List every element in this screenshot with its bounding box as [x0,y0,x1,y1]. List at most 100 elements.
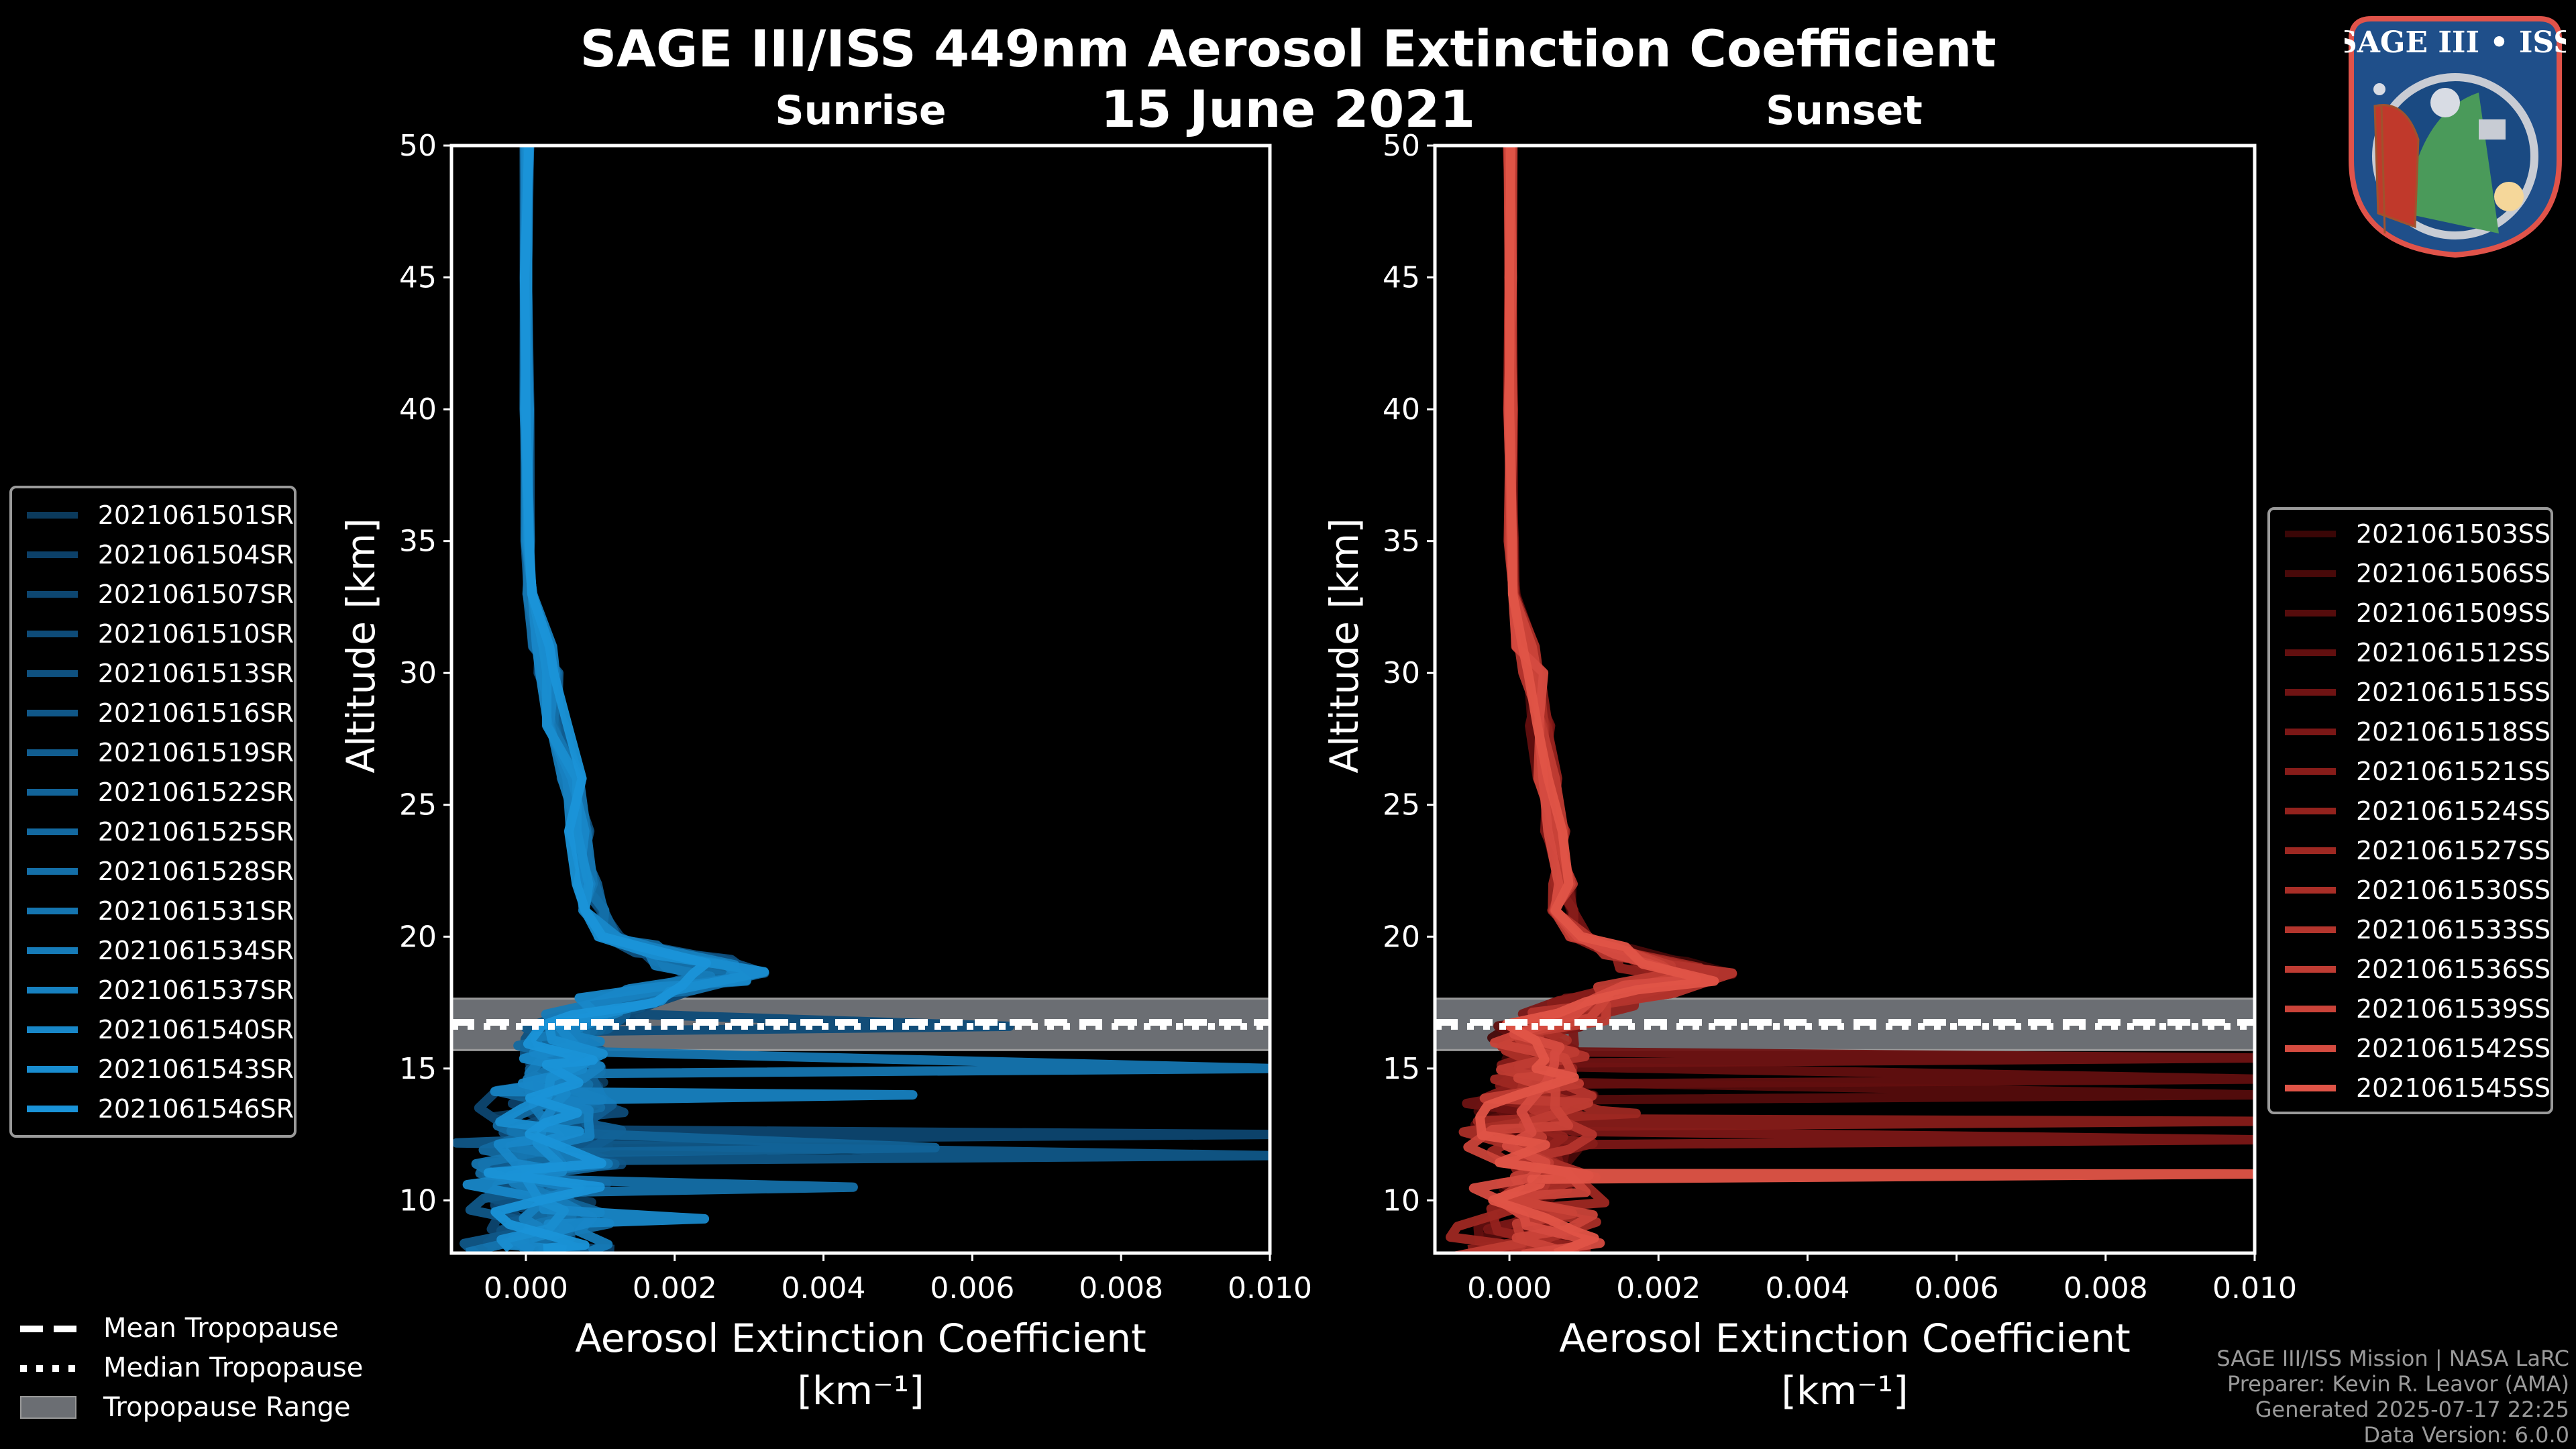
line-swatch-icon [2285,886,2336,894]
legend-item-2021061512SS: 2021061512SS [2270,633,2551,672]
legend-item-2021061519SR: 2021061519SR [12,733,294,772]
legend-label: 2021061528SR [97,856,294,886]
legend-label: 2021061545SS [2355,1073,2551,1103]
sunrise-panel-title: Sunrise [775,87,947,134]
credit-generated: Generated 2025-07-17 22:25 [2255,1397,2569,1422]
y-tick-label: 10 [1383,1183,1420,1218]
line-swatch-icon [27,1105,78,1112]
line-swatch-icon [2285,926,2336,933]
sunrise-legend: 2021061501SR 2021061504SR 2021061507SR 2021… [9,486,297,1138]
line-swatch-icon [2285,807,2336,814]
x-tick-label: 0.008 [1079,1271,1163,1305]
y-tick-label: 30 [1383,656,1420,690]
legend-label: Tropopause Range [103,1391,351,1423]
legend-median-tropopause: Median Tropopause [20,1348,363,1387]
legend-item-2021061525SR: 2021061525SR [12,812,294,851]
line-swatch-icon [2285,649,2336,656]
y-tick-label: 50 [399,129,437,163]
y-tick-label: 25 [1383,788,1420,822]
legend-label: 2021061510SR [97,619,294,649]
dashed-line-icon [20,1319,76,1338]
legend-item-2021061504SR: 2021061504SR [12,535,294,574]
line-swatch-icon [2285,847,2336,854]
y-tick-label: 15 [399,1052,437,1086]
y-axis-label: Altitude [km] [1322,518,1367,773]
legend-label: 2021061506SS [2355,558,2551,588]
x-tick-label: 0.008 [2063,1271,2148,1305]
y-tick-label: 45 [1383,261,1420,295]
legend-label: 2021061516SR [97,698,294,728]
line-swatch-icon [2285,1005,2336,1012]
profile-lines [451,146,1270,1253]
legend-label: 2021061539SS [2355,994,2551,1024]
legend-item-2021061540SR: 2021061540SR [12,1010,294,1049]
line-swatch-icon [2285,609,2336,616]
legend-item-2021061507SR: 2021061507SR [12,574,294,614]
date-subtitle: 15 June 2021 [1100,79,1476,139]
x-tick-label: 0.006 [1915,1271,1999,1305]
line-swatch-icon [27,749,78,756]
legend-item-2021061531SR: 2021061531SR [12,891,294,930]
legend-item-2021061524SS: 2021061524SS [2270,791,2551,830]
legend-item-2021061501SR: 2021061501SR [12,495,294,535]
x-tick-label: 0.002 [1616,1271,1701,1305]
y-tick-label: 25 [399,788,437,822]
legend-item-2021061510SR: 2021061510SR [12,614,294,653]
line-swatch-icon [27,907,78,914]
legend-label: 2021061513SR [97,658,294,688]
line-swatch-icon [27,828,78,835]
y-tick-label: 40 [399,392,437,427]
gray-band-icon [20,1395,76,1419]
legend-label: 2021061521SS [2355,756,2551,786]
legend-item-2021061534SR: 2021061534SR [12,930,294,970]
legend-label: 2021061527SS [2355,835,2551,865]
legend-label: 2021061530SS [2355,875,2551,905]
legend-item-2021061503SS: 2021061503SS [2270,514,2551,553]
sunset-legend: 2021061503SS 2021061506SS 2021061509SS 2021… [2267,507,2553,1114]
legend-label: Median Tropopause [103,1352,364,1383]
y-tick-label: 50 [1383,129,1420,163]
legend-label: 2021061525SR [97,816,294,847]
line-swatch-icon [2285,530,2336,537]
credits: SAGE III/ISS Mission | NASA LaRC Prepare… [2216,1346,2569,1448]
plot-frame [449,144,1272,1255]
y-tick-label: 45 [399,261,437,295]
legend-label: 2021061522SR [97,777,294,807]
line-swatch-icon [27,1065,78,1073]
x-tick-label: 0.010 [1228,1271,1312,1305]
legend-item-2021061530SS: 2021061530SS [2270,870,2551,910]
profile-line-2021061512SS [1473,146,2255,1253]
y-tick-label: 40 [1383,392,1420,427]
credit-preparer: Preparer: Kevin R. Leavor (AMA) [2226,1371,2569,1397]
y-tick-label: 20 [399,920,437,954]
legend-item-2021061515SS: 2021061515SS [2270,672,2551,712]
dotted-line-icon [20,1358,76,1377]
legend-tropopause-range: Tropopause Range [20,1387,363,1427]
profile-line-2021061546SR [483,146,711,1253]
legend-label: 2021061503SS [2355,519,2551,549]
line-swatch-icon [27,947,78,954]
legend-label: 2021061524SS [2355,796,2551,826]
legend-item-2021061542SS: 2021061542SS [2270,1028,2551,1068]
legend-item-2021061545SS: 2021061545SS [2270,1068,2551,1108]
legend-item-2021061527SS: 2021061527SS [2270,830,2551,870]
line-swatch-icon [27,788,78,796]
legend-item-2021061522SR: 2021061522SR [12,772,294,812]
plot-frame [1433,144,2257,1255]
y-tick-label: 30 [399,656,437,690]
legend-label: 2021061536SS [2355,954,2551,984]
y-tick-label: 35 [399,525,437,559]
legend-label: Mean Tropopause [103,1312,339,1344]
legend-label: 2021061518SS [2355,716,2551,747]
line-swatch-icon [27,1026,78,1033]
x-tick-label: 0.004 [1765,1271,1849,1305]
legend-item-2021061506SS: 2021061506SS [2270,553,2551,593]
profile-line-2021061536SS [1454,146,1676,1253]
legend-item-2021061546SR: 2021061546SR [12,1089,294,1128]
legend-item-2021061528SR: 2021061528SR [12,851,294,891]
legend-label: 2021061507SR [97,579,294,609]
legend-label: 2021061519SR [97,737,294,767]
legend-label: 2021061537SR [97,975,294,1005]
line-swatch-icon [27,669,78,677]
